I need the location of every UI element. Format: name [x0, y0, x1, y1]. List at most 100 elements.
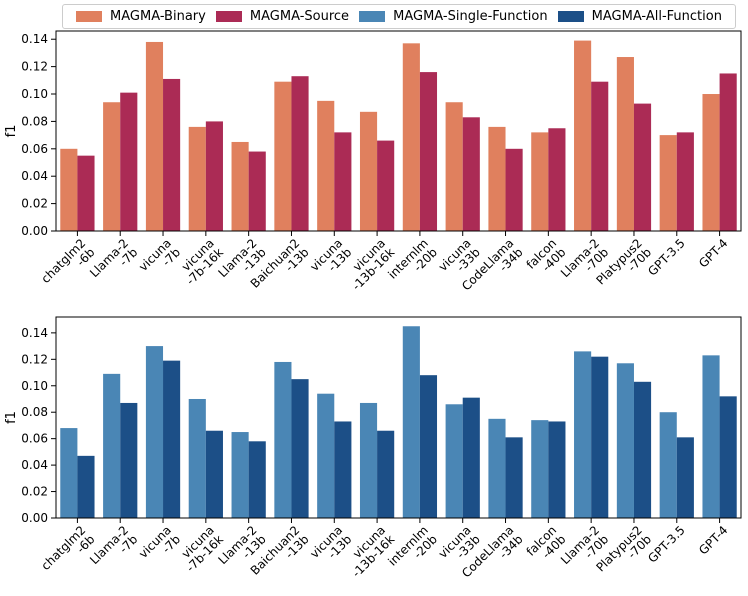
bar-magma-binary [659, 135, 677, 231]
bar-magma-binary [359, 111, 378, 231]
x-tick-label: vicuna-7b [136, 236, 183, 274]
legend-swatch-magma-binary [76, 11, 103, 22]
y-tick-label: 0.14 [21, 32, 48, 46]
legend-swatch-magma-all-function [557, 11, 584, 22]
plot-frame [55, 30, 742, 232]
plot-frame [55, 316, 742, 519]
bar-magma-single-function [402, 326, 420, 518]
x-tick-label: vicuna-13b [307, 523, 354, 561]
bar-magma-binary [616, 57, 634, 231]
legend-entry-magma-source: MAGMA-Source [215, 9, 350, 24]
y-tick-label: 0.12 [21, 352, 48, 366]
x-tick-label: vicuna-7b-16k [179, 523, 226, 575]
bar-magma-all-function [419, 375, 438, 518]
bar-magma-source [163, 78, 181, 231]
bar-magma-all-function [505, 437, 523, 518]
x-tick-label: chatglm2-6b [38, 236, 97, 286]
legend-label: MAGMA-Single-Function [393, 9, 548, 24]
bar-magma-all-function [462, 397, 480, 518]
bar-magma-source [633, 103, 652, 231]
bar-magma-source [462, 117, 480, 231]
x-tick-label: vicuna-13b [307, 236, 354, 274]
x-tick-label: Platypus2-70b [593, 236, 654, 288]
y-tick-label: 0.02 [21, 485, 48, 499]
bar-magma-all-function [291, 379, 309, 518]
bar-magma-single-function [103, 373, 121, 518]
y-tick-label: 0.06 [21, 432, 48, 446]
bar-magma-all-function [205, 430, 223, 518]
bar-magma-binary [60, 148, 78, 231]
bar-magma-all-function [633, 381, 652, 518]
bar-magma-single-function [488, 418, 506, 518]
y-tick-label: 0.10 [21, 87, 48, 101]
bar-magma-binary [274, 81, 292, 231]
y-tick-label: 0.08 [21, 114, 48, 128]
x-tick-label: internlm-20b [385, 523, 440, 569]
bar-magma-binary [317, 100, 335, 232]
bar-magma-all-function [719, 396, 737, 518]
bar-magma-single-function [145, 346, 164, 518]
bar-magma-all-function [377, 430, 395, 518]
chart-bottom: 0.00 0.02 0.04 0.06 0.08 0.10 0.12 0.14 chatglm2… [4, 316, 742, 580]
bar-magma-single-function [60, 428, 78, 518]
bar-magma-source [334, 132, 352, 231]
bar-magma-binary [145, 41, 164, 231]
y-tick-label: 0.00 [21, 224, 48, 238]
bar-magma-all-function [120, 402, 138, 518]
bar-magma-all-function [676, 437, 694, 518]
bar-magma-source [248, 151, 266, 231]
y-tick-label: 0.08 [21, 405, 48, 419]
bar-magma-all-function [334, 421, 352, 518]
bar-magma-single-function [702, 355, 720, 518]
x-tick-label: Llama-2-7b [87, 236, 140, 280]
legend-label: MAGMA-All-Function [591, 9, 722, 24]
x-tick-label: vicuna-7b [136, 523, 183, 561]
y-axis-label: f1 [4, 125, 19, 138]
chart-top: 0.00 0.02 0.04 0.06 0.08 0.10 0.12 0.14 chatglm2… [4, 30, 742, 293]
x-tick-label: GPT-4 [696, 236, 730, 270]
legend-swatch-magma-single-function [359, 11, 386, 22]
x-tick-label: vicuna-13b-16k [349, 523, 397, 580]
legend: MAGMA-Binary MAGMA-Source MAGMA-Single-F… [62, 4, 736, 29]
bar-magma-source [377, 140, 395, 231]
legend-entry-magma-binary: MAGMA-Binary [76, 9, 206, 24]
bar-magma-source [505, 148, 523, 231]
bar-magma-source [77, 155, 95, 231]
legend-entry-magma-single-function: MAGMA-Single-Function [359, 9, 548, 24]
bar-magma-single-function [359, 402, 378, 518]
x-tick-label: Llama-2-7b [87, 523, 140, 567]
bar-magma-single-function [317, 393, 335, 518]
bar-magma-source [719, 73, 737, 231]
bar-magma-source [676, 132, 694, 231]
bar-magma-all-function [248, 441, 266, 518]
bar-magma-source [419, 72, 438, 232]
bar-magma-single-function [231, 432, 249, 518]
bar-magma-binary [574, 40, 592, 231]
bar-magma-binary [531, 132, 549, 231]
bar-magma-all-function [163, 360, 181, 518]
bar-magma-binary [445, 102, 463, 231]
bar-magma-single-function [274, 361, 292, 518]
bar-magma-source [120, 92, 138, 232]
y-tick-label: 0.04 [21, 458, 48, 472]
bar-magma-all-function [548, 421, 566, 518]
y-tick-label: 0.06 [21, 142, 48, 156]
bar-magma-binary [402, 43, 420, 231]
legend-label: MAGMA-Source [249, 9, 350, 24]
bar-magma-single-function [445, 404, 463, 518]
y-tick-label: 0.12 [21, 60, 48, 74]
bar-magma-all-function [77, 455, 95, 518]
x-tick-label: internlm-20b [385, 236, 440, 282]
y-tick-label: 0.00 [21, 511, 48, 525]
y-axis-label: f1 [4, 411, 19, 424]
bar-magma-binary [188, 126, 206, 231]
x-tick-label: vicuna-7b-16k [179, 236, 226, 288]
bar-magma-single-function [659, 412, 677, 518]
bar-magma-source [205, 121, 223, 231]
legend-entry-magma-all-function: MAGMA-All-Function [557, 9, 722, 24]
bar-magma-single-function [616, 363, 634, 518]
y-tick-label: 0.04 [21, 169, 48, 183]
legend-label: MAGMA-Binary [110, 9, 206, 24]
bar-magma-single-function [188, 398, 206, 518]
